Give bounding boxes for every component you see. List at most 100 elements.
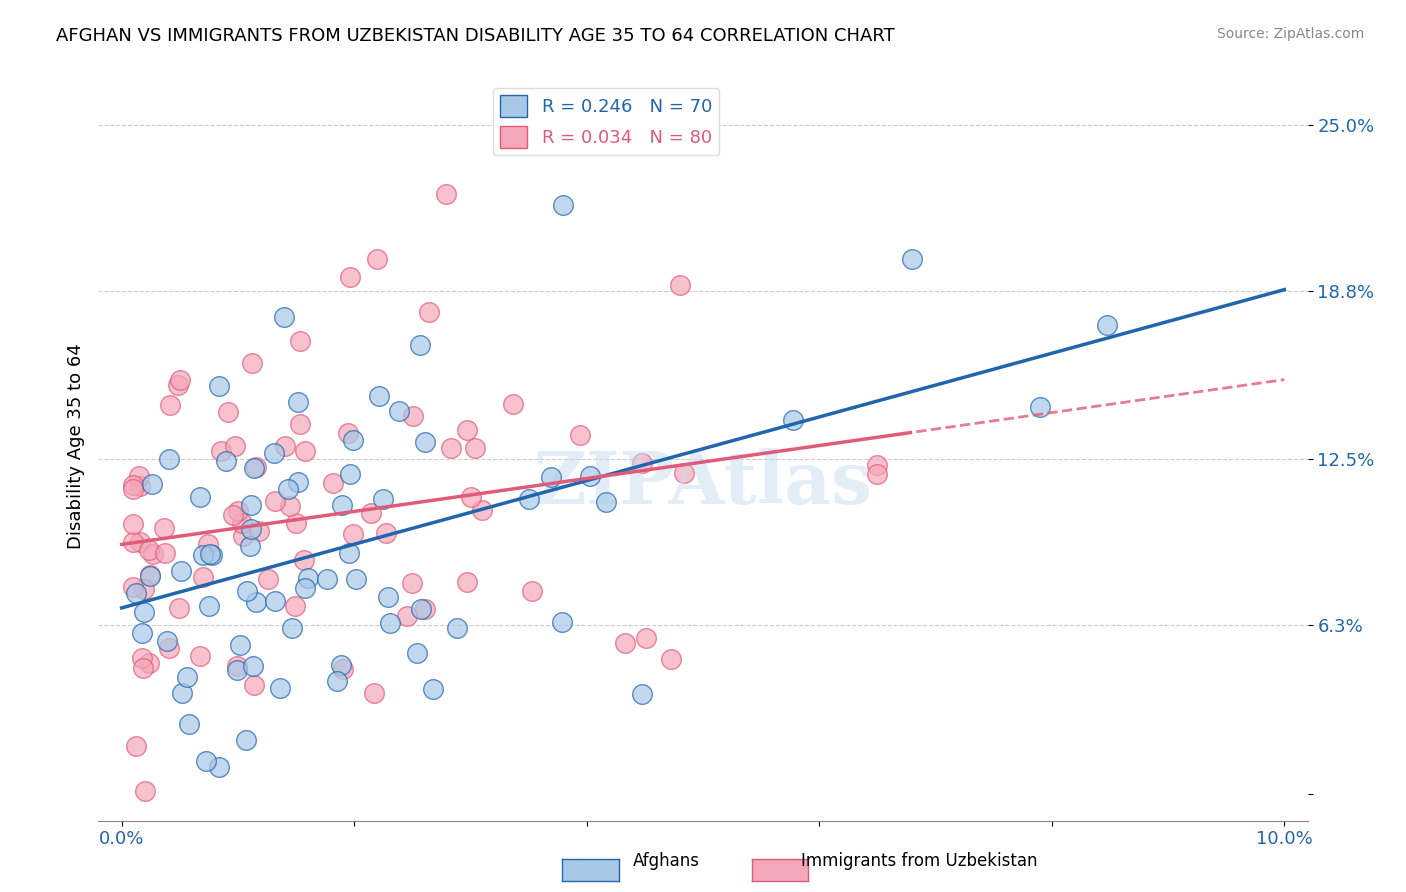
Point xyxy=(169,373,191,387)
Point xyxy=(232,529,254,543)
Point xyxy=(125,586,148,600)
Point xyxy=(200,547,222,561)
Point xyxy=(337,546,360,560)
Point xyxy=(411,602,433,616)
Text: AFGHAN VS IMMIGRANTS FROM UZBEKISTAN DISABILITY AGE 35 TO 64 CORRELATION CHART: AFGHAN VS IMMIGRANTS FROM UZBEKISTAN DIS… xyxy=(56,27,896,45)
Point xyxy=(235,732,257,747)
Point xyxy=(456,574,478,589)
Point xyxy=(217,405,239,419)
Point xyxy=(138,542,160,557)
Point xyxy=(263,494,285,508)
Point xyxy=(673,466,696,480)
Point xyxy=(128,535,150,549)
Point xyxy=(226,659,249,673)
Point xyxy=(668,278,690,293)
Point xyxy=(142,547,165,561)
Point xyxy=(122,517,145,532)
Point xyxy=(226,663,249,677)
Point xyxy=(294,444,316,458)
Point xyxy=(191,570,214,584)
Point xyxy=(128,469,150,483)
Point xyxy=(406,646,429,660)
Point xyxy=(159,398,181,412)
Point xyxy=(122,535,145,549)
Point xyxy=(131,660,153,674)
Point xyxy=(339,269,361,284)
Point xyxy=(283,599,305,613)
Point xyxy=(366,252,388,266)
Point xyxy=(290,334,312,348)
Point xyxy=(285,516,308,531)
Point xyxy=(170,564,193,578)
Point xyxy=(377,590,399,604)
Point xyxy=(242,659,264,673)
Point xyxy=(344,572,367,586)
Point xyxy=(866,467,889,481)
Point xyxy=(378,615,401,630)
Point xyxy=(553,198,575,212)
Point xyxy=(436,187,458,202)
Point xyxy=(129,479,152,493)
Point xyxy=(396,608,419,623)
Point xyxy=(239,539,262,553)
Point xyxy=(208,379,231,393)
Point xyxy=(517,491,540,506)
Point xyxy=(460,490,482,504)
Point xyxy=(157,640,180,655)
Point xyxy=(439,441,461,455)
Point xyxy=(201,548,224,562)
Point xyxy=(342,526,364,541)
Point xyxy=(152,521,174,535)
Point xyxy=(170,686,193,700)
Point xyxy=(415,435,437,450)
Point xyxy=(209,443,232,458)
Point xyxy=(131,650,153,665)
Point xyxy=(263,445,285,459)
Point xyxy=(242,678,264,692)
Point xyxy=(614,635,637,649)
Point xyxy=(155,634,177,648)
Point xyxy=(866,458,889,473)
Point xyxy=(141,477,163,491)
Point xyxy=(274,439,297,453)
Point xyxy=(139,567,162,582)
Point xyxy=(190,649,212,664)
Point xyxy=(502,397,524,411)
Point xyxy=(631,687,654,701)
Point xyxy=(1029,400,1052,414)
Y-axis label: Disability Age 35 to 64: Disability Age 35 to 64 xyxy=(66,343,84,549)
Point xyxy=(277,483,299,497)
Point xyxy=(464,442,486,456)
Point xyxy=(197,537,219,551)
Point xyxy=(342,433,364,447)
Point xyxy=(315,572,337,586)
Point xyxy=(245,460,267,475)
Point xyxy=(371,491,394,506)
Point xyxy=(375,525,398,540)
Point xyxy=(134,605,156,619)
Point xyxy=(568,428,591,442)
Point xyxy=(221,508,243,522)
Point xyxy=(322,475,344,490)
Point xyxy=(287,395,309,409)
Point xyxy=(269,681,291,696)
Point xyxy=(177,717,200,731)
Point xyxy=(456,423,478,437)
Point xyxy=(134,784,156,798)
Point xyxy=(256,572,278,586)
Point xyxy=(208,760,231,774)
Point xyxy=(1095,318,1118,332)
Point xyxy=(281,621,304,635)
Point xyxy=(134,582,156,596)
Point xyxy=(363,686,385,700)
Point xyxy=(138,656,160,670)
Point xyxy=(288,417,311,431)
Point xyxy=(292,552,315,566)
Point xyxy=(402,409,425,423)
Point xyxy=(540,470,562,484)
Point xyxy=(215,453,238,467)
Point xyxy=(471,503,494,517)
Point xyxy=(167,377,190,392)
Legend: R = 0.246   N = 70, R = 0.034   N = 80: R = 0.246 N = 70, R = 0.034 N = 80 xyxy=(494,88,720,155)
Point xyxy=(578,469,600,483)
